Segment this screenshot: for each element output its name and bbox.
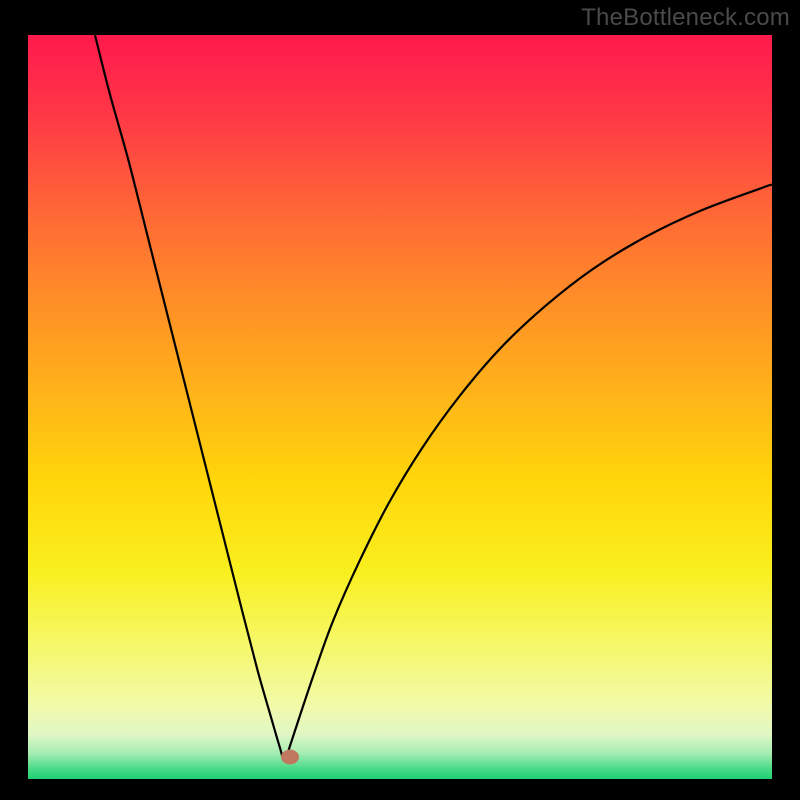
bottleneck-curve [28,35,772,772]
optimum-marker [281,750,299,765]
watermark-text: TheBottleneck.com [581,4,790,32]
plot-area [28,35,772,772]
